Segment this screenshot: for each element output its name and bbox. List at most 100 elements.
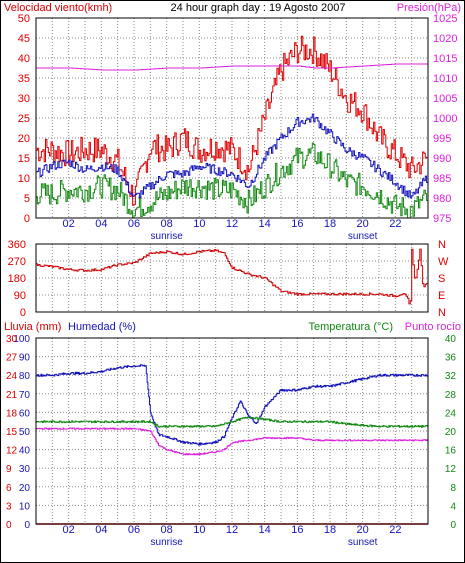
- direction-label-3: E: [438, 290, 445, 302]
- wind-axis-tick-15: 15: [18, 153, 30, 165]
- sunset-marker: sunset: [348, 231, 378, 242]
- pressure-axis-tick-995: 995: [433, 133, 451, 145]
- wind-speed-label: Velocidad viento(kmh): [4, 2, 112, 14]
- sunrise-marker: sunrise: [151, 537, 184, 548]
- x-tick-label-16: 16: [291, 218, 303, 230]
- wind-axis-tick-45: 45: [18, 33, 30, 45]
- direction-axis-tick-360: 360: [8, 239, 26, 251]
- pressure-axis-tick-985: 985: [433, 173, 451, 185]
- pressure-label: Presión(hPa): [397, 2, 461, 14]
- dewpoint-label: Punto rocío: [405, 321, 461, 333]
- temperature-axis-tick-12: 12: [445, 464, 457, 475]
- x-tick-label-04: 04: [95, 524, 107, 536]
- wind-direction-line: [36, 248, 429, 305]
- pressure-axis-tick-990: 990: [433, 153, 451, 165]
- x-tick-label-08: 08: [161, 218, 173, 230]
- rain-axis-tick-30: 30: [6, 334, 18, 345]
- rain-axis-tick-21: 21: [6, 390, 18, 401]
- x-tick-label-18: 18: [324, 218, 336, 230]
- pressure-axis-tick-975: 975: [433, 213, 451, 225]
- rain-axis-tick-12: 12: [6, 446, 18, 457]
- temperature-axis-tick-4: 4: [450, 501, 456, 512]
- chart-title: 24 hour graph day : 19 Agosto 2007: [171, 2, 346, 14]
- wind-axis-tick-10: 10: [18, 173, 30, 185]
- rain-axis-tick-18: 18: [6, 408, 18, 419]
- rain-axis-tick-6: 6: [6, 483, 12, 494]
- direction-axis-tick-180: 180: [8, 273, 26, 285]
- x-tick-label-22: 22: [389, 218, 401, 230]
- rain-axis-tick-27: 27: [6, 353, 18, 364]
- pressure-axis-tick-1000: 1000: [433, 113, 457, 125]
- temperature-axis-tick-32: 32: [445, 371, 457, 382]
- x-tick-label-10: 10: [193, 218, 205, 230]
- wind-axis-tick-40: 40: [18, 53, 30, 65]
- dewpoint-line: [36, 427, 429, 456]
- temperature-line: [36, 416, 429, 428]
- direction-label-0: N: [438, 239, 446, 251]
- x-tick-label-08: 08: [161, 524, 173, 536]
- wind-axis-tick-35: 35: [18, 73, 30, 85]
- wind-axis-tick-5: 5: [24, 193, 30, 205]
- pressure-axis-tick-1010: 1010: [433, 73, 457, 85]
- temperature-axis-tick-24: 24: [445, 408, 457, 419]
- humidity-axis-tick-80: 80: [19, 371, 31, 382]
- humidity-axis-tick-70: 70: [19, 390, 31, 401]
- x-tick-label-04: 04: [95, 218, 107, 230]
- wind-axis-tick-0: 0: [24, 213, 30, 225]
- wind-axis-tick-20: 20: [18, 133, 30, 145]
- direction-axis-tick-90: 90: [14, 290, 26, 302]
- humidity-axis-tick-10: 10: [19, 501, 31, 512]
- x-tick-label-06: 06: [128, 524, 140, 536]
- wind-axis-tick-30: 30: [18, 93, 30, 105]
- pressure-axis-tick-1025: 1025: [433, 13, 457, 25]
- sunset-marker: sunset: [348, 537, 378, 548]
- rain-axis-tick-9: 9: [6, 464, 12, 475]
- x-tick-label-10: 10: [193, 524, 205, 536]
- x-tick-label-18: 18: [324, 524, 336, 536]
- x-tick-label-22: 22: [389, 524, 401, 536]
- temperature-axis-tick-28: 28: [445, 390, 457, 401]
- humidity-axis-tick-50: 50: [19, 427, 31, 438]
- pressure-axis-tick-980: 980: [433, 193, 451, 205]
- humidity-axis-tick-0: 0: [24, 520, 30, 531]
- rain-label: Lluvia (mm): [4, 321, 61, 333]
- temperature-axis-tick-20: 20: [445, 427, 457, 438]
- temperature-axis-tick-8: 8: [450, 483, 456, 494]
- pressure-axis-tick-1020: 1020: [433, 33, 457, 45]
- pressure-axis-tick-1005: 1005: [433, 93, 457, 105]
- wind-panel-frame: [35, 17, 429, 219]
- wind-max-line: [36, 35, 429, 206]
- x-tick-label-14: 14: [259, 524, 271, 536]
- direction-label-4: N: [438, 307, 446, 319]
- temperature-axis-tick-0: 0: [450, 520, 456, 531]
- direction-panel-frame: [35, 243, 429, 313]
- x-tick-label-14: 14: [259, 218, 271, 230]
- direction-axis-tick-270: 270: [8, 256, 26, 268]
- x-tick-label-12: 12: [226, 524, 238, 536]
- pressure-line: [36, 63, 428, 71]
- x-tick-label-02: 02: [63, 524, 75, 536]
- humidity-label: Humedad (%): [68, 321, 136, 333]
- sunrise-marker: sunrise: [151, 231, 184, 242]
- temperature-label: Temperatura (°C): [309, 321, 393, 333]
- temperature-axis-tick-40: 40: [445, 334, 457, 345]
- humidity-axis-tick-40: 40: [19, 446, 31, 457]
- x-tick-label-16: 16: [291, 524, 303, 536]
- direction-axis-tick-0: 0: [20, 307, 26, 319]
- humidity-panel-frame: [35, 337, 429, 525]
- pressure-axis-tick-1015: 1015: [433, 53, 457, 65]
- wind-avg-line: [36, 113, 428, 199]
- humidity-axis-tick-90: 90: [19, 353, 31, 364]
- x-tick-label-06: 06: [128, 218, 140, 230]
- rain-axis-tick-0: 0: [6, 520, 12, 531]
- x-tick-label-20: 20: [357, 524, 369, 536]
- wind-min-line: [36, 142, 429, 219]
- humidity-axis-tick-100: 100: [13, 334, 30, 345]
- humidity-axis-tick-60: 60: [19, 408, 31, 419]
- rain-axis-tick-3: 3: [6, 501, 12, 512]
- x-tick-label-02: 02: [63, 218, 75, 230]
- temperature-axis-tick-36: 36: [445, 353, 457, 364]
- rain-axis-tick-24: 24: [6, 371, 18, 382]
